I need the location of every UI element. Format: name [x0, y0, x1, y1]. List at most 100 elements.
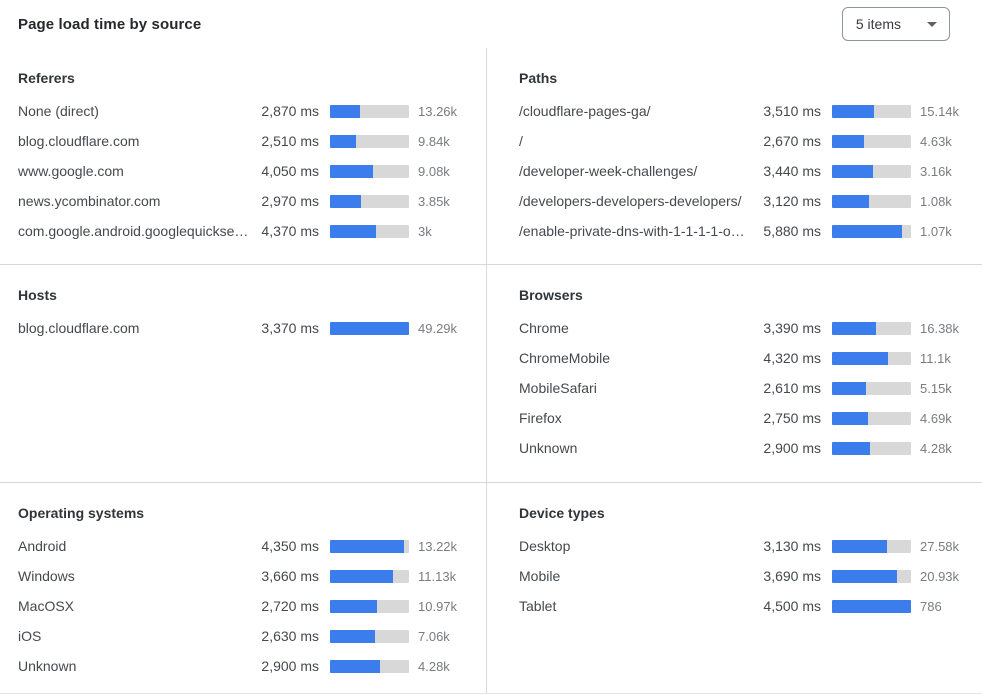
row-count: 11.1k [920, 350, 951, 366]
row-count: 7.06k [418, 628, 450, 644]
row-load-time: 5,880 ms [763, 223, 821, 239]
row-bar-track [330, 599, 409, 613]
row-bar-track [832, 134, 911, 148]
metric-row[interactable]: Firefox 2,750 ms 4.69k [519, 403, 972, 433]
row-count: 20.93k [920, 568, 960, 584]
metric-row[interactable]: /cloudflare-pages-ga/ 3,510 ms 15.14k [519, 96, 972, 126]
row-count: 4.28k [418, 658, 450, 674]
row-bar-fill [832, 194, 870, 208]
row-bar-track [330, 321, 409, 335]
row-bar-track [832, 224, 911, 238]
row-bar-fill [832, 104, 875, 118]
row-bar-track [832, 164, 911, 178]
row-label: www.google.com [18, 163, 124, 179]
metric-row[interactable]: / 2,670 ms 4.63k [519, 126, 972, 156]
metric-row[interactable]: Android 4,350 ms 13.22k [18, 531, 470, 561]
metric-row[interactable]: Unknown 2,900 ms 4.28k [18, 651, 470, 681]
panel-title: Device types [519, 505, 605, 521]
metric-row[interactable]: www.google.com 4,050 ms 9.08k [18, 156, 470, 186]
metric-row[interactable]: Unknown 2,900 ms 4.28k [519, 433, 972, 463]
row-bar-fill [330, 659, 380, 673]
row-label: blog.cloudflare.com [18, 133, 140, 149]
panel-rows: Desktop 3,130 ms 27.58k Mobile 3,690 ms … [519, 531, 972, 621]
row-count: 16.38k [920, 320, 960, 336]
row-label: iOS [18, 628, 42, 644]
row-bar-track [330, 194, 409, 208]
row-label: Mobile [519, 568, 561, 584]
row-label: Chrome [519, 320, 569, 336]
row-bar-track [832, 539, 911, 553]
metric-row[interactable]: MacOSX 2,720 ms 10.97k [18, 591, 470, 621]
row-load-time: 2,720 ms [261, 598, 319, 614]
metric-row[interactable]: MobileSafari 2,610 ms 5.15k [519, 373, 972, 403]
row-bar-track [330, 104, 409, 118]
panel-title: Operating systems [18, 505, 145, 521]
panel-rows: /cloudflare-pages-ga/ 3,510 ms 15.14k / … [519, 96, 972, 246]
metric-row[interactable]: com.google.android.googlequicksearc... 4… [18, 216, 470, 246]
metric-row[interactable]: /developer-week-challenges/ 3,440 ms 3.1… [519, 156, 972, 186]
row-bar-track [832, 381, 911, 395]
metric-row[interactable]: Chrome 3,390 ms 16.38k [519, 313, 972, 343]
row-bar-track [832, 321, 911, 335]
row-bar-track [832, 194, 911, 208]
row-load-time: 4,370 ms [261, 223, 319, 239]
row-bar-fill [832, 164, 874, 178]
items-count-select[interactable]: 5 items [841, 7, 950, 41]
panel-title: Browsers [519, 287, 583, 303]
row-bar-track [330, 629, 409, 643]
row-label: blog.cloudflare.com [18, 320, 140, 336]
row-count: 27.58k [920, 538, 960, 554]
row-load-time: 3,510 ms [763, 103, 821, 119]
row-bar-fill [832, 381, 866, 395]
row-label: Windows [18, 568, 75, 584]
row-label: /cloudflare-pages-ga/ [519, 103, 651, 119]
row-load-time: 2,750 ms [763, 410, 821, 426]
row-bar-fill [330, 134, 357, 148]
row-bar-track [832, 411, 911, 425]
row-bar-fill [330, 104, 361, 118]
row-bar-fill [832, 134, 864, 148]
row-load-time: 3,660 ms [261, 568, 319, 584]
metric-row[interactable]: news.ycombinator.com 2,970 ms 3.85k [18, 186, 470, 216]
row-label: Tablet [519, 598, 557, 614]
row-bar-track [832, 441, 911, 455]
row-bar-fill [832, 321, 876, 335]
metric-row[interactable]: Desktop 3,130 ms 27.58k [519, 531, 972, 561]
row-label: Android [18, 538, 67, 554]
metric-row[interactable]: None (direct) 2,870 ms 13.26k [18, 96, 470, 126]
row-load-time: 3,120 ms [763, 193, 821, 209]
row-bar-fill [330, 224, 377, 238]
row-label: com.google.android.googlequicksearc... [18, 223, 253, 239]
metric-row[interactable]: iOS 2,630 ms 7.06k [18, 621, 470, 651]
panel-paths: Paths /cloudflare-pages-ga/ 3,510 ms 15.… [486, 48, 982, 265]
metric-row[interactable]: /enable-private-dns-with-1-1-1-1-on-... … [519, 216, 972, 246]
metric-row[interactable]: blog.cloudflare.com 3,370 ms 49.29k [18, 313, 470, 343]
row-count: 13.22k [418, 538, 458, 554]
row-load-time: 3,440 ms [763, 163, 821, 179]
panel-title: Paths [519, 70, 558, 86]
row-bar-track [832, 569, 911, 583]
row-load-time: 2,670 ms [763, 133, 821, 149]
row-load-time: 2,610 ms [763, 380, 821, 396]
metric-row[interactable]: Mobile 3,690 ms 20.93k [519, 561, 972, 591]
row-label: Unknown [18, 658, 77, 674]
row-bar-fill [832, 411, 868, 425]
panel-rows: None (direct) 2,870 ms 13.26k blog.cloud… [18, 96, 470, 246]
row-label: Desktop [519, 538, 571, 554]
row-count: 15.14k [920, 103, 960, 119]
metric-row[interactable]: /developers-developers-developers/ 3,120… [519, 186, 972, 216]
page-title: Page load time by source [18, 15, 202, 33]
row-count: 3.85k [418, 193, 450, 209]
row-bar-track [832, 351, 911, 365]
row-count: 1.07k [920, 223, 952, 239]
row-bar-fill [330, 629, 375, 643]
metric-row[interactable]: Tablet 4,500 ms 786 [519, 591, 972, 621]
row-load-time: 4,320 ms [763, 350, 821, 366]
row-count: 3k [418, 223, 432, 239]
row-load-time: 3,690 ms [763, 568, 821, 584]
metric-row[interactable]: blog.cloudflare.com 2,510 ms 9.84k [18, 126, 470, 156]
row-count: 11.13k [418, 568, 457, 584]
metric-row[interactable]: ChromeMobile 4,320 ms 11.1k [519, 343, 972, 373]
metric-row[interactable]: Windows 3,660 ms 11.13k [18, 561, 470, 591]
row-bar-track [330, 569, 409, 583]
